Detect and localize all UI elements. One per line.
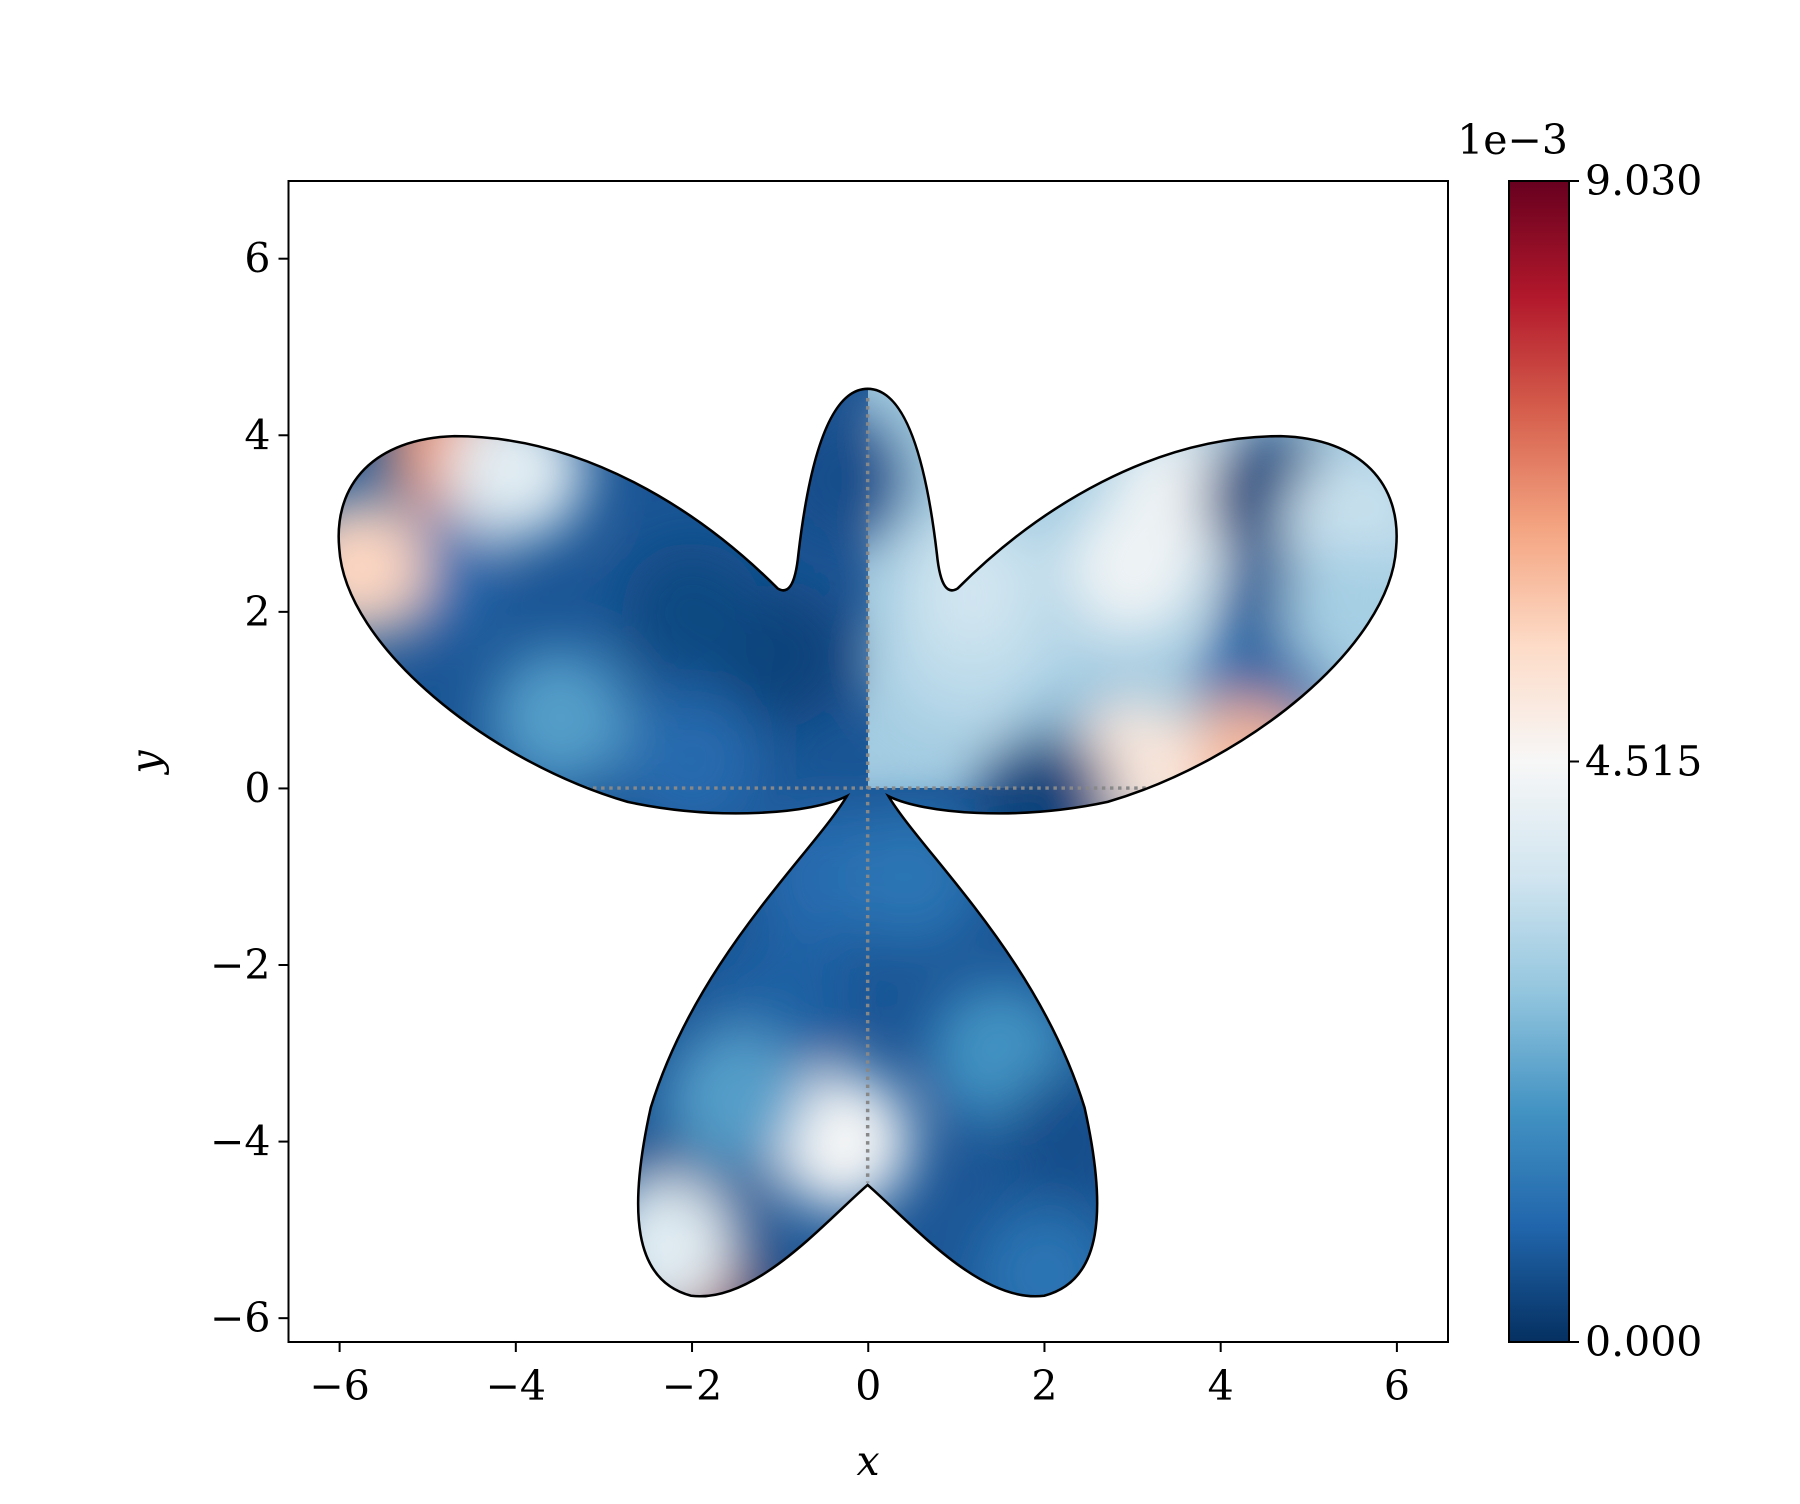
y-tick-label: −4 [210, 1118, 270, 1166]
y-tick-label: 2 [244, 588, 270, 636]
x-tick-label: −2 [662, 1362, 722, 1410]
field-sample [595, 1177, 736, 1297]
field-sample [489, 647, 630, 788]
y-tick-label: −6 [210, 1294, 270, 1342]
field-sample [903, 515, 1044, 656]
y-axis-label: y [122, 750, 170, 776]
y-tick-label: 0 [244, 764, 270, 812]
field-sample [622, 691, 763, 832]
y-tick-label: −2 [210, 941, 270, 989]
field-sample [1282, 541, 1397, 682]
colorbar-offset: 1e−3 [1457, 116, 1568, 164]
x-tick-label: −4 [486, 1362, 546, 1410]
field-sample [1000, 1071, 1141, 1212]
colorbar-tick-label: 0.000 [1585, 1318, 1702, 1366]
x-tick-label: 4 [1208, 1362, 1234, 1410]
colorbar [1508, 180, 1570, 1343]
y-tick-label: 4 [244, 411, 270, 459]
y-tick-label: 6 [244, 235, 270, 283]
field-sample [445, 400, 586, 541]
x-tick-label: −6 [309, 1362, 369, 1410]
field-sample [771, 1071, 912, 1212]
field-sample [338, 497, 428, 638]
seam-lines [576, 398, 1160, 1183]
colorbar-tick-label: 9.030 [1585, 157, 1702, 205]
field-sample [622, 541, 763, 682]
field-sample [974, 1204, 1115, 1297]
field-sample [974, 731, 1115, 872]
field-sample [1177, 700, 1318, 841]
x-tick-label: 0 [855, 1362, 881, 1410]
colorbar-tick-label: 4.515 [1585, 738, 1702, 786]
x-tick-label: 2 [1031, 1362, 1057, 1410]
field-sample [666, 1027, 807, 1168]
domain-outline [337, 387, 1398, 1298]
x-tick-label: 6 [1384, 1362, 1410, 1410]
x-axis-label: x [856, 1437, 879, 1485]
field-samples [338, 388, 1397, 1297]
field-sample [771, 409, 912, 550]
